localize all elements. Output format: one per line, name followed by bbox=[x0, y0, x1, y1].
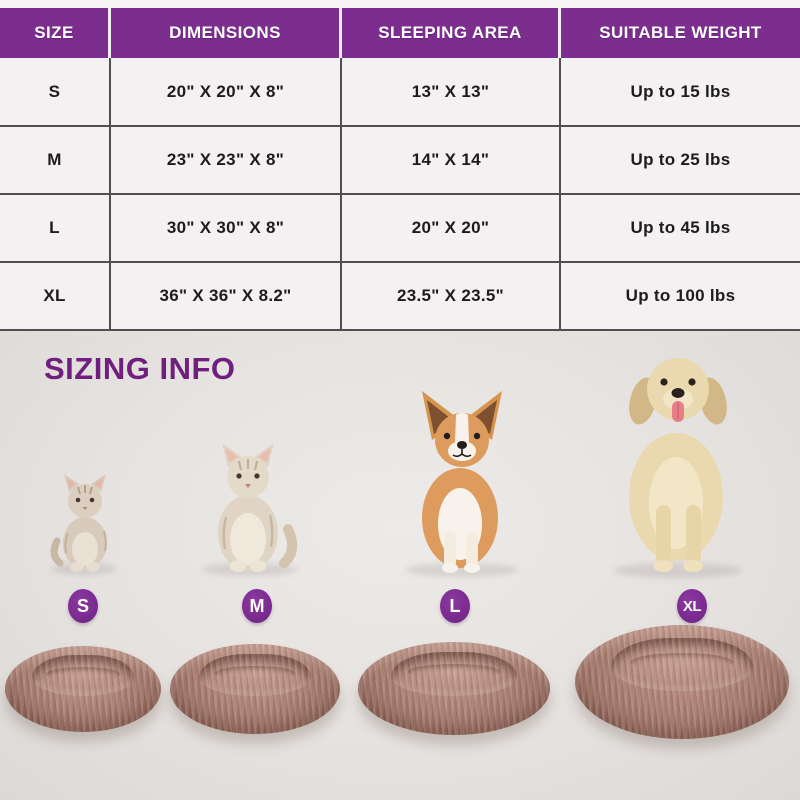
shadow bbox=[406, 563, 518, 577]
pet-bed-large-icon bbox=[358, 642, 550, 735]
pet-bed-xlarge-icon bbox=[575, 625, 789, 739]
column-header-size: SIZE bbox=[0, 8, 111, 58]
cell-dimensions: 30" X 30" X 8" bbox=[111, 195, 342, 263]
size-badge-xl: XL bbox=[677, 589, 707, 623]
cell-sleeping-area: 20" X 20" bbox=[342, 195, 561, 263]
cell-suitable-weight: Up to 25 lbs bbox=[561, 127, 800, 195]
size-table: SIZE DIMENSIONS SLEEPING AREA SUITABLE W… bbox=[0, 8, 800, 331]
cat-icon bbox=[198, 441, 302, 573]
size-badge-l: L bbox=[440, 589, 470, 623]
cell-dimensions: 23" X 23" X 8" bbox=[111, 127, 342, 195]
cell-sleeping-area: 23.5" X 23.5" bbox=[342, 263, 561, 331]
cell-size: S bbox=[0, 58, 111, 127]
cell-sleeping-area: 14" X 14" bbox=[342, 127, 561, 195]
pet-bed-medium-icon bbox=[170, 644, 340, 734]
cell-dimensions: 36" X 36" X 8.2" bbox=[111, 263, 342, 331]
bed-cushion bbox=[611, 637, 753, 692]
bed-cushion bbox=[198, 653, 312, 697]
column-header-dimensions: DIMENSIONS bbox=[111, 8, 342, 58]
bed-cushion bbox=[31, 655, 135, 696]
shadow bbox=[614, 563, 742, 578]
cell-suitable-weight: Up to 45 lbs bbox=[561, 195, 800, 263]
golden-retriever-icon bbox=[612, 345, 744, 573]
column-header-suitable-weight: SUITABLE WEIGHT bbox=[561, 8, 800, 58]
size-badge-m: M bbox=[242, 589, 272, 623]
cell-suitable-weight: Up to 100 lbs bbox=[561, 263, 800, 331]
cell-size: L bbox=[0, 195, 111, 263]
kitten-icon bbox=[48, 471, 118, 573]
shadow bbox=[52, 563, 116, 575]
bed-cushion bbox=[390, 652, 518, 696]
cell-suitable-weight: Up to 15 lbs bbox=[561, 58, 800, 127]
pet-bed-small-icon bbox=[5, 646, 161, 732]
column-header-sleeping-area: SLEEPING AREA bbox=[342, 8, 561, 58]
sizing-info-section: SIZING INFO bbox=[0, 331, 800, 800]
cell-size: XL bbox=[0, 263, 111, 331]
cell-dimensions: 20" X 20" X 8" bbox=[111, 58, 342, 127]
sizing-info-title: SIZING INFO bbox=[44, 351, 236, 386]
size-badge-s: S bbox=[68, 589, 98, 623]
cell-size: M bbox=[0, 127, 111, 195]
size-table-section: SIZE DIMENSIONS SLEEPING AREA SUITABLE W… bbox=[0, 0, 800, 331]
corgi-dog-icon bbox=[402, 386, 522, 573]
cell-sleeping-area: 13" X 13" bbox=[342, 58, 561, 127]
